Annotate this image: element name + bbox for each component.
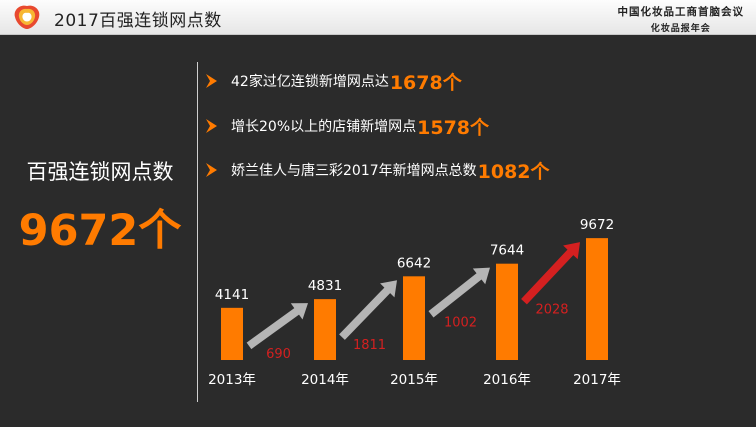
bullet-text: 娇兰佳人与唐三彩2017年新增网点总数	[231, 163, 477, 179]
organizer-line-2: 化妆品报年会	[650, 24, 711, 34]
increment-label: 2028	[535, 303, 568, 318]
increment-label: 690	[266, 347, 291, 362]
summary-title: 百强连锁网点数	[26, 160, 174, 184]
bar-value-label: 7644	[490, 243, 524, 259]
bar-value-label: 6642	[397, 255, 431, 271]
divider-line	[197, 62, 198, 402]
slide-title: 2017百强连锁网点数	[54, 11, 222, 31]
chevron-right-icon	[206, 74, 217, 88]
bullet-item: 娇兰佳人与唐三彩2017年新增网点总数 1082个	[205, 155, 550, 185]
x-tick-label: 2017年	[573, 372, 621, 388]
growth-arrow-icon	[246, 303, 308, 350]
chevron-right-icon	[206, 119, 217, 133]
summary-total: 9672个	[18, 206, 182, 256]
header-bar: 2017百强连锁网点数 中国化妆品工商首脑会议 化妆品报年会	[0, 0, 756, 35]
x-tick-label: 2015年	[390, 372, 438, 388]
growth-arrow-icon	[521, 242, 581, 305]
bullet-highlight: 1678个	[389, 71, 462, 94]
bullet-item: 增长20%以上的店铺新增网点 1578个	[205, 111, 489, 141]
bullet-text: 增长20%以上的店铺新增网点	[231, 119, 417, 135]
organizer-line-1: 中国化妆品工商首脑会议	[617, 6, 744, 18]
x-tick-label: 2016年	[483, 372, 531, 388]
chart-bar	[586, 238, 608, 360]
x-tick-label: 2014年	[301, 372, 349, 388]
chart-bar	[221, 307, 243, 360]
x-tick-label: 2013年	[208, 372, 256, 388]
increment-label: 1002	[444, 315, 477, 330]
growth-arrow-icon	[428, 267, 490, 318]
bar-value-label: 4831	[308, 278, 342, 294]
organizer-label: 中国化妆品工商首脑会议 化妆品报年会	[618, 4, 745, 34]
bullet-highlight: 1578个	[417, 116, 490, 139]
bullet-text: 42家过亿连锁新增网点达	[231, 74, 389, 90]
chart-bar	[496, 263, 518, 360]
bar-value-label: 9672	[580, 217, 614, 233]
bar-value-label: 4141	[215, 287, 249, 303]
chart-bar	[314, 299, 336, 360]
chevron-right-icon	[206, 163, 217, 177]
chart-bar	[403, 276, 425, 360]
growth-arrow-icon	[339, 280, 397, 340]
logo-icon	[14, 5, 40, 29]
bullet-item: 42家过亿连锁新增网点达 1678个	[205, 66, 462, 96]
bullet-highlight: 1082个	[477, 160, 550, 183]
increment-label: 1811	[353, 338, 386, 353]
